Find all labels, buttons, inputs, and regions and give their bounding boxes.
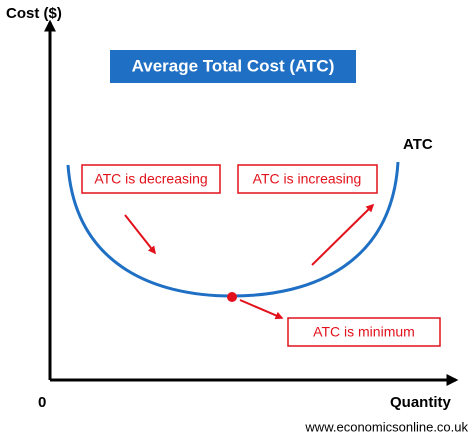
annotation: ATC is increasing <box>253 171 362 187</box>
origin-label: 0 <box>38 394 46 411</box>
source: www.economicsonline.co.uk <box>304 419 468 434</box>
title: Average Total Cost (ATC) <box>132 56 335 75</box>
annotation: ATC is decreasing <box>94 171 207 187</box>
arrow <box>124 214 156 255</box>
arrow <box>239 299 284 320</box>
annotation-box <box>237 164 378 194</box>
minimum-point <box>227 292 237 302</box>
annotation-box <box>287 317 441 347</box>
x-axis-label: Quantity <box>390 394 451 411</box>
curve-label: ATC <box>403 136 433 153</box>
title-box <box>110 50 356 83</box>
annotation: ATC is minimum <box>313 324 415 340</box>
y-axis-label: Cost ($) <box>6 5 62 22</box>
arrow <box>311 203 375 266</box>
annotation-box <box>81 164 221 194</box>
